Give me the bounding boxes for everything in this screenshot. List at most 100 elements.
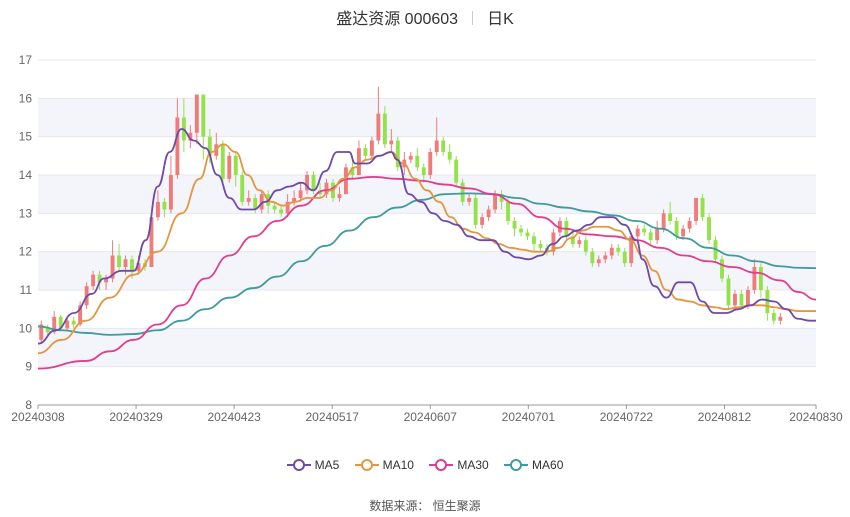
candle-body [687, 221, 692, 229]
candle-body [700, 198, 705, 218]
x-tick-label: 20240308 [11, 410, 65, 424]
x-tick-label: 20240607 [404, 410, 458, 424]
legend-item-ma60[interactable]: MA60 [504, 458, 563, 472]
candle-body [292, 198, 297, 202]
candle-body [648, 232, 653, 241]
candle-body [668, 213, 673, 221]
candle-body [298, 190, 303, 198]
legend-item-ma10[interactable]: MA10 [354, 458, 414, 472]
candle-body [52, 316, 57, 333]
candle-body [726, 278, 731, 306]
legend-label-ma60: MA60 [532, 458, 564, 472]
x-tick-label: 20240329 [109, 410, 163, 424]
candle-body [71, 320, 76, 325]
candle-body [201, 94, 206, 137]
candle-body [110, 255, 115, 279]
candle-body [674, 221, 679, 237]
candle-body [130, 259, 134, 271]
candle-body [58, 316, 63, 329]
candle-body [97, 274, 102, 283]
candle-body [350, 167, 355, 175]
candle-body [570, 236, 575, 244]
candle-body [285, 201, 290, 214]
candle-body [642, 228, 647, 233]
candle-body [356, 148, 361, 175]
candle-body [519, 228, 523, 233]
candle-body [415, 155, 420, 168]
candle-body [123, 259, 128, 267]
chart-title: 盛达资源 000603 日K [0, 5, 850, 29]
candle-body [395, 140, 400, 168]
legend-item-ma5[interactable]: MA5 [286, 458, 340, 472]
candle-body [389, 140, 394, 145]
legend-marker-ma10 [354, 459, 379, 471]
candle-body [434, 140, 439, 152]
candle-body [733, 293, 737, 306]
y-tick-label: 11 [20, 283, 33, 297]
x-tick-label: 20240517 [306, 410, 360, 424]
candle-body [188, 132, 193, 141]
candle-body [39, 324, 44, 340]
candle-body [272, 205, 277, 210]
candle-body [441, 140, 446, 152]
candle-body [447, 152, 452, 160]
candle-body [207, 136, 212, 156]
y-tick-label: 17 [19, 53, 33, 67]
y-tick-label: 9 [25, 360, 32, 374]
grid-band [38, 251, 816, 290]
candle-body [480, 217, 485, 225]
candle-body [376, 113, 381, 141]
candle-body [635, 228, 640, 237]
candle-body [168, 175, 173, 210]
legend-item-ma30[interactable]: MA30 [429, 458, 489, 472]
x-tick-label: 20240423 [207, 410, 261, 424]
ma30-line [37, 176, 817, 370]
candle-body [155, 201, 160, 218]
candle-body [324, 182, 329, 195]
legend-marker-ma30 [429, 459, 454, 471]
legend-marker-ma5 [286, 459, 311, 471]
candle-body [240, 175, 245, 202]
x-tick-label: 20240722 [600, 410, 654, 424]
candle-body [506, 201, 510, 221]
candle-body [305, 175, 310, 191]
y-tick-label: 8 [25, 398, 32, 412]
candle-body [557, 221, 562, 233]
candle-body [473, 198, 478, 225]
chart-title-period: 日K [487, 11, 514, 28]
candle-body [616, 247, 621, 252]
candle-body [175, 117, 180, 175]
y-tick-label: 16 [19, 91, 33, 105]
ma5-line [37, 128, 816, 345]
candle-body [745, 290, 750, 306]
candle-body [538, 244, 543, 248]
candle-body [681, 228, 686, 237]
candle-body [194, 94, 199, 133]
candle-body [577, 240, 582, 244]
y-tick-label: 13 [19, 206, 33, 220]
candle-body [590, 251, 595, 264]
candle-body [486, 209, 491, 218]
candle-body [259, 194, 264, 210]
candle-body [493, 194, 498, 210]
candle-body [408, 155, 413, 160]
candle-body [220, 144, 225, 179]
y-tick-label: 14 [19, 168, 33, 182]
x-tick-label: 20240812 [698, 410, 752, 424]
candle-body [78, 305, 83, 325]
candle-body [227, 155, 232, 179]
candle-body [661, 213, 666, 229]
candle-body [233, 155, 238, 175]
candle-body [136, 263, 141, 271]
y-tick-label: 10 [19, 321, 33, 335]
candle-body [363, 148, 368, 156]
grid-band [38, 98, 816, 137]
candle-body [739, 293, 744, 306]
candle-body [720, 259, 724, 279]
candle-body [253, 198, 258, 210]
candle-body [104, 278, 109, 283]
legend-label-ma5: MA5 [314, 458, 340, 472]
candle-body [629, 236, 634, 264]
chart-legend: MA5 MA10 MA30 MA60 [0, 458, 850, 472]
y-tick-label: 15 [19, 130, 33, 144]
